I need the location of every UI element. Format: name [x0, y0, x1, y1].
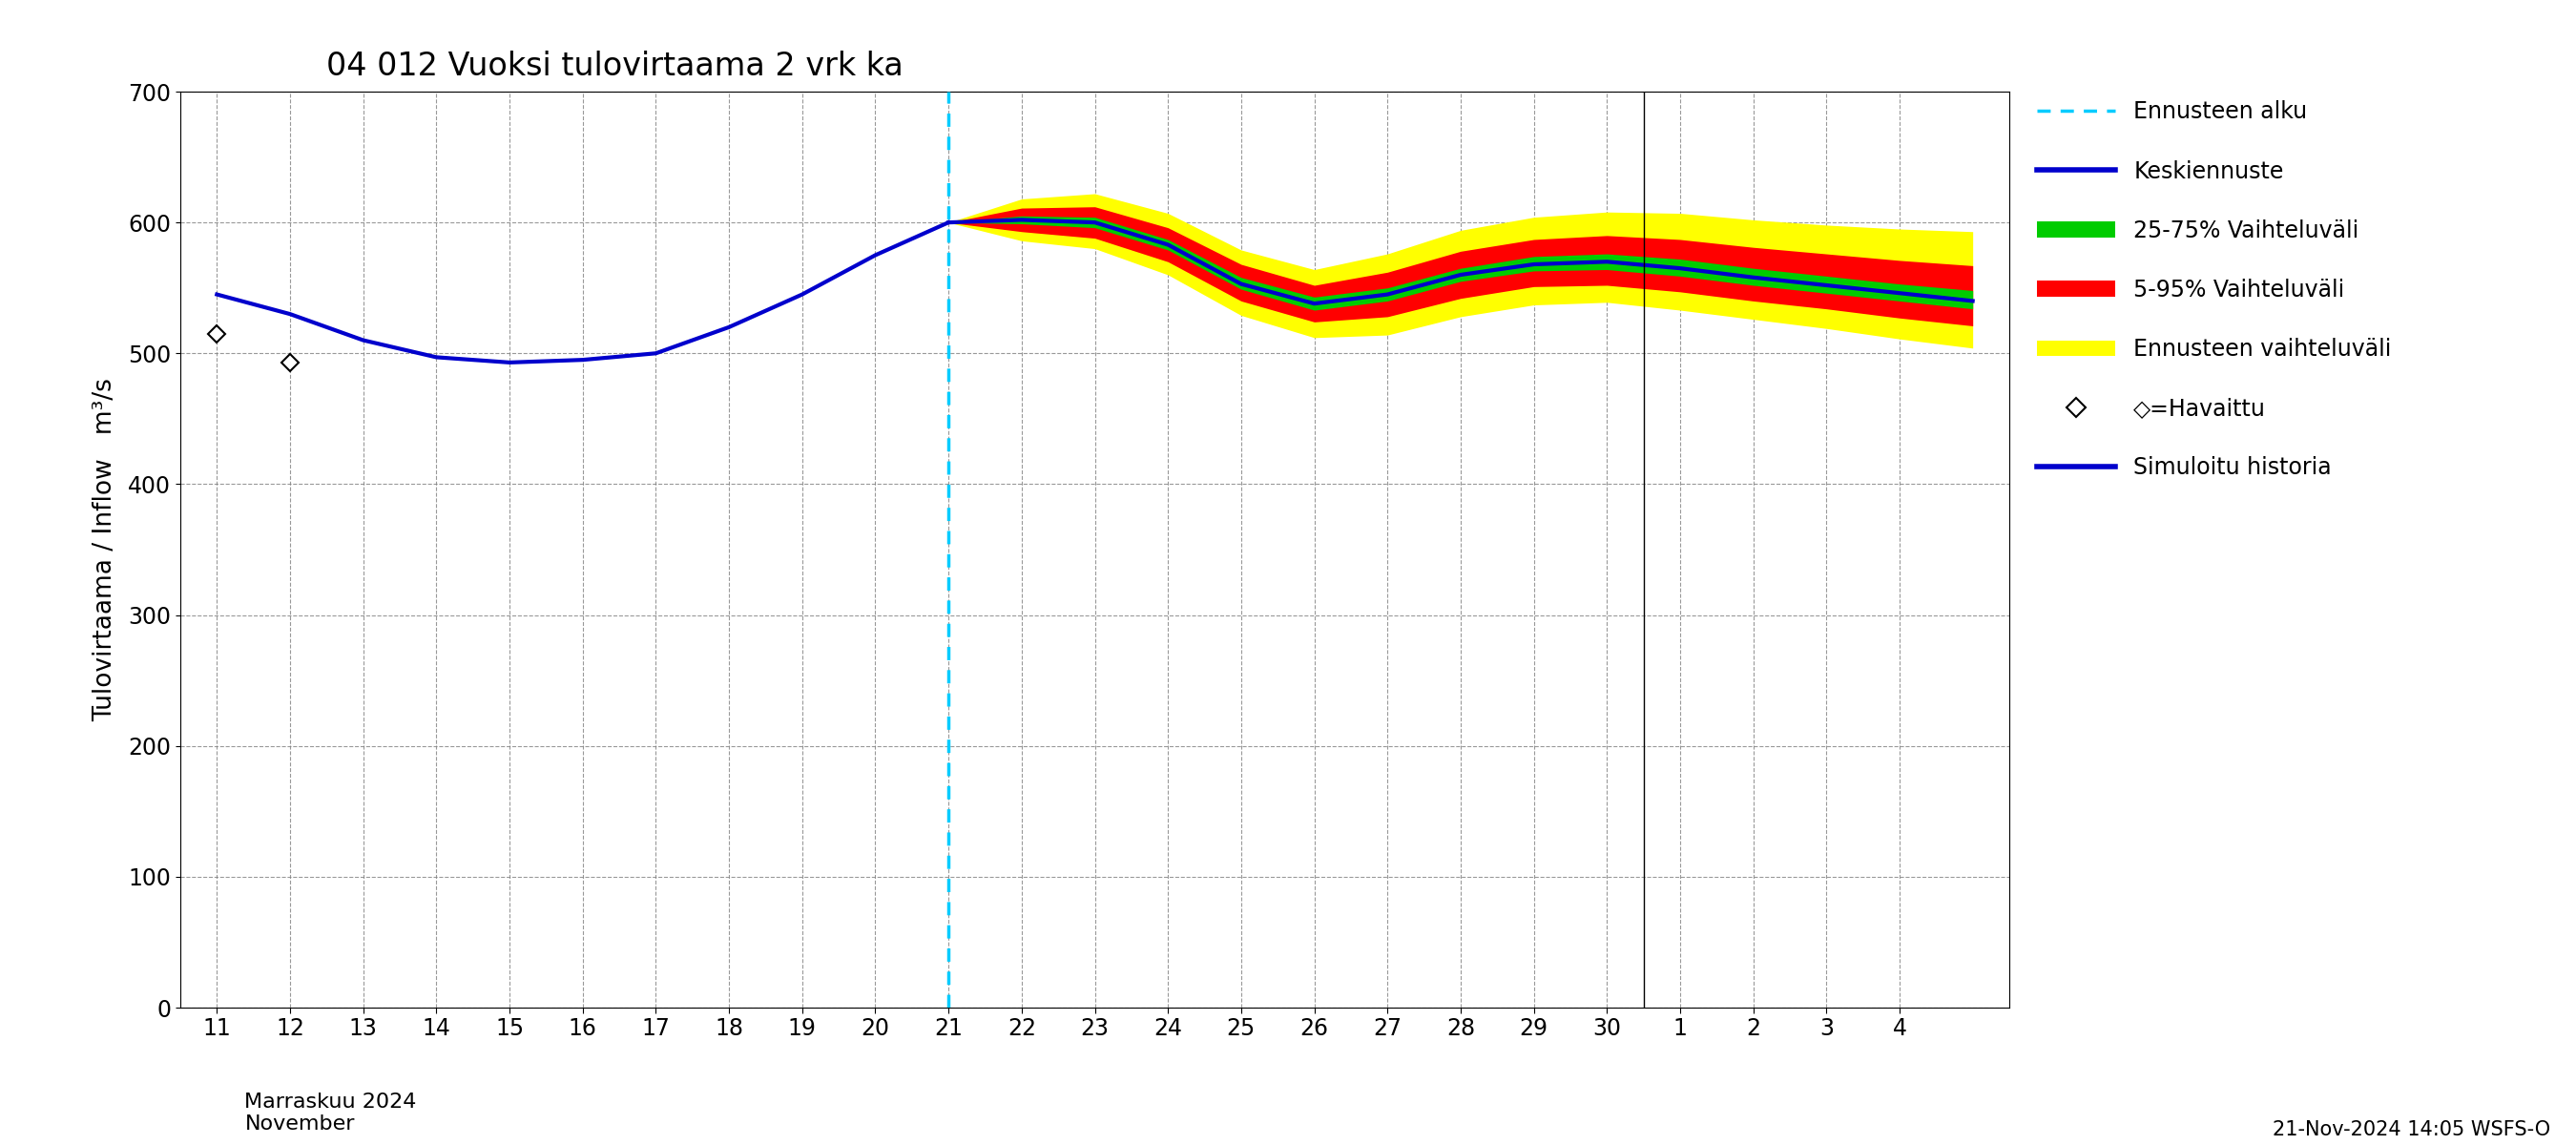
Text: Marraskuu 2024
November: Marraskuu 2024 November	[245, 1092, 417, 1134]
Legend: Ennusteen alku, , Keskiennuste, , 25-75% Vaihteluväli, , 5-95% Vaihteluväli, , E: Ennusteen alku, , Keskiennuste, , 25-75%…	[2027, 92, 2401, 489]
Y-axis label: Tulovirtaama / Inflow   m³/s: Tulovirtaama / Inflow m³/s	[93, 378, 118, 721]
Text: 04 012 Vuoksi tulovirtaama 2 vrk ka: 04 012 Vuoksi tulovirtaama 2 vrk ka	[327, 50, 904, 82]
Text: 21-Nov-2024 14:05 WSFS-O: 21-Nov-2024 14:05 WSFS-O	[2272, 1120, 2550, 1139]
